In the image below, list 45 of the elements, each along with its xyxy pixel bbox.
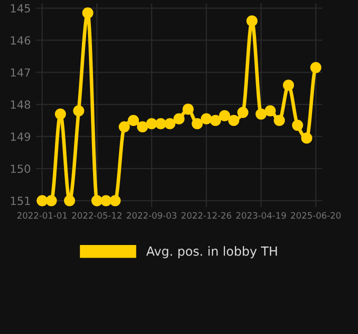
point (54, 108, 66, 120)
point (301, 132, 312, 144)
y-tick-label: 145 (10, 4, 30, 13)
point (210, 114, 222, 126)
x-tick-label: 2022-09-03 (126, 212, 176, 219)
point (118, 121, 130, 132)
point (73, 105, 84, 116)
point (91, 195, 102, 206)
y-tick-label: 148 (10, 100, 30, 109)
point (246, 15, 258, 27)
point (36, 195, 48, 206)
legend-label: Avg. pos. in lobby TH (146, 246, 277, 258)
point (282, 80, 294, 91)
y-tick-label: 150 (10, 164, 30, 173)
point (164, 118, 176, 130)
point (136, 121, 148, 132)
point (173, 113, 185, 124)
point (82, 7, 94, 19)
x-tick-label: 2025-06-20 (291, 212, 341, 219)
point (128, 114, 139, 126)
point (182, 104, 194, 115)
y-tick-label: 146 (10, 36, 30, 45)
x-tick-label: 2023-04-19 (236, 212, 286, 219)
point (146, 118, 158, 130)
point (237, 106, 248, 118)
point (264, 105, 276, 116)
point (64, 195, 76, 206)
point (110, 195, 121, 206)
point (155, 118, 166, 130)
y-tick-label: 151 (10, 196, 30, 206)
point (46, 195, 57, 206)
point (274, 114, 285, 126)
point (310, 62, 322, 74)
point (200, 113, 212, 124)
point (228, 114, 240, 126)
y-tick-label: 147 (10, 68, 30, 77)
point (100, 195, 112, 206)
point (256, 108, 267, 120)
y-tick-label: 149 (10, 132, 30, 141)
x-tick-label: 2022-12-26 (182, 212, 232, 219)
x-tick-label: 2022-01-01 (17, 212, 67, 219)
x-tick-label: 2022-05-12 (72, 212, 122, 219)
point (292, 120, 304, 131)
point (192, 118, 203, 130)
point (219, 110, 230, 122)
